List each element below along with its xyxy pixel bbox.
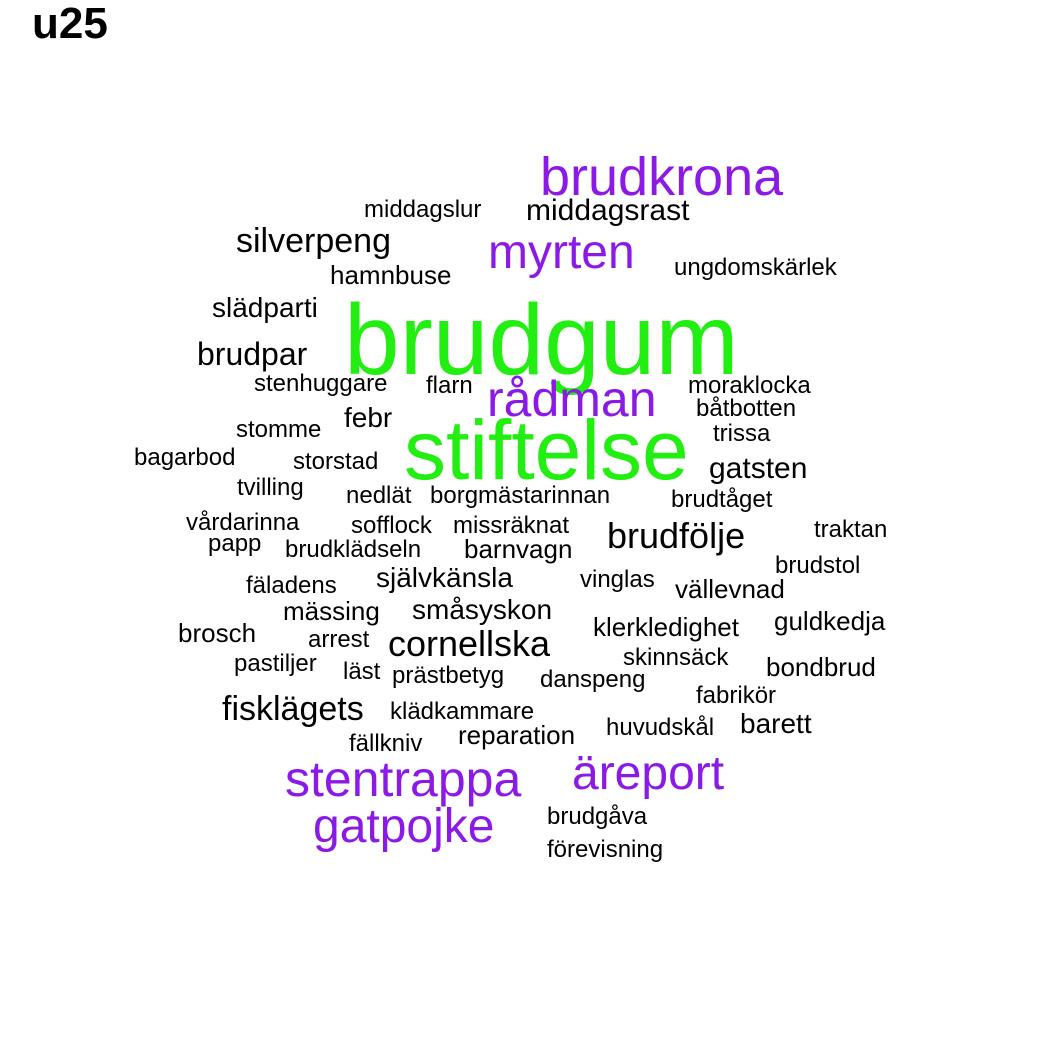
word-fabrikor: fabrikör [696, 682, 777, 709]
word-nedlat: nedlät [346, 482, 412, 509]
word-borgmastarinnan: borgmästarinnan [430, 482, 611, 509]
word-cornellska: cornellska [388, 623, 551, 664]
word-middagsrast: middagsrast [526, 194, 690, 227]
word-guldkedja: guldkedja [774, 606, 886, 636]
word-sofflock: sofflock [351, 512, 432, 539]
word-brosch: brosch [178, 618, 257, 648]
word-last: läst [343, 658, 381, 685]
word-gatsten: gatsten [709, 452, 808, 485]
word-reparation: reparation [458, 720, 576, 750]
page-title: u25 [32, 0, 108, 48]
word-traktan: traktan [814, 516, 888, 543]
word-moraklocka: moraklocka [688, 372, 811, 399]
word-myrten: myrten [488, 226, 635, 279]
word-brudtaget: brudtåget [671, 486, 773, 513]
word-radman: rådman [487, 371, 657, 427]
word-stomme: stomme [236, 416, 322, 443]
word-stiftelse: stiftelse [404, 403, 689, 497]
word-vinglas: vinglas [580, 566, 655, 593]
word-gatpojke: gatpojke [313, 800, 495, 853]
word-middagslur: middagslur [364, 196, 482, 223]
word-brudkrona: brudkrona [540, 147, 784, 207]
word-brudstol: brudstol [775, 552, 861, 579]
word-fisklagets: fisklägets [222, 690, 364, 728]
word-areport: äreport [572, 747, 725, 800]
word-arrest: arrest [308, 626, 370, 653]
word-bagarbod: bagarbod [134, 444, 236, 471]
word-papp: papp [208, 530, 262, 557]
word-vardarinna: vårdarinna [186, 509, 300, 536]
word-stentrappa: stentrappa [285, 751, 522, 807]
word-prastbetyg: prästbetyg [392, 662, 505, 689]
word-fallkniv: fällkniv [349, 730, 423, 757]
word-huvudskal: huvudskål [606, 714, 715, 741]
word-tvilling: tvilling [237, 474, 304, 501]
word-kladkammare: klädkammare [390, 698, 535, 725]
word-barett: barett [740, 708, 812, 739]
word-brudgava: brudgåva [547, 803, 648, 830]
word-forevisning: förevisning [547, 836, 664, 863]
word-febr: febr [344, 402, 393, 433]
word-brudkladseln: brudklädseln [285, 536, 422, 563]
word-vallevnad: vällevnad [675, 574, 785, 604]
word-barnvagn: barnvagn [464, 534, 573, 564]
word-sladparti: slädparti [212, 292, 318, 323]
word-hamnbuse: hamnbuse [330, 260, 452, 290]
word-sjalvkansla: självkänsla [376, 562, 513, 593]
word-stenhuggare: stenhuggare [254, 370, 388, 397]
word-brudpar: brudpar [197, 336, 308, 372]
word-missraknat: missräknat [453, 512, 570, 539]
word-brudgum: brudgum [344, 284, 739, 396]
word-brudfolje: brudfölje [607, 515, 746, 556]
word-massing: mässing [283, 596, 380, 626]
word-pastiljer: pastiljer [234, 650, 317, 677]
word-trissa: trissa [713, 420, 771, 447]
word-ungdomskarlek: ungdomskärlek [674, 254, 837, 281]
word-silverpeng: silverpeng [236, 222, 391, 260]
word-flarn: flarn [426, 372, 473, 399]
word-smasyskon: småsyskon [412, 594, 553, 625]
word-batbotten: båtbotten [696, 395, 797, 422]
word-faladens: fäladens [246, 572, 337, 599]
word-skinnsack: skinnsäck [623, 644, 729, 671]
word-danspeng: danspeng [540, 666, 646, 693]
word-storstad: storstad [293, 448, 379, 475]
word-klerkledighet: klerkledighet [593, 612, 739, 642]
word-bondbrud: bondbrud [766, 652, 876, 682]
